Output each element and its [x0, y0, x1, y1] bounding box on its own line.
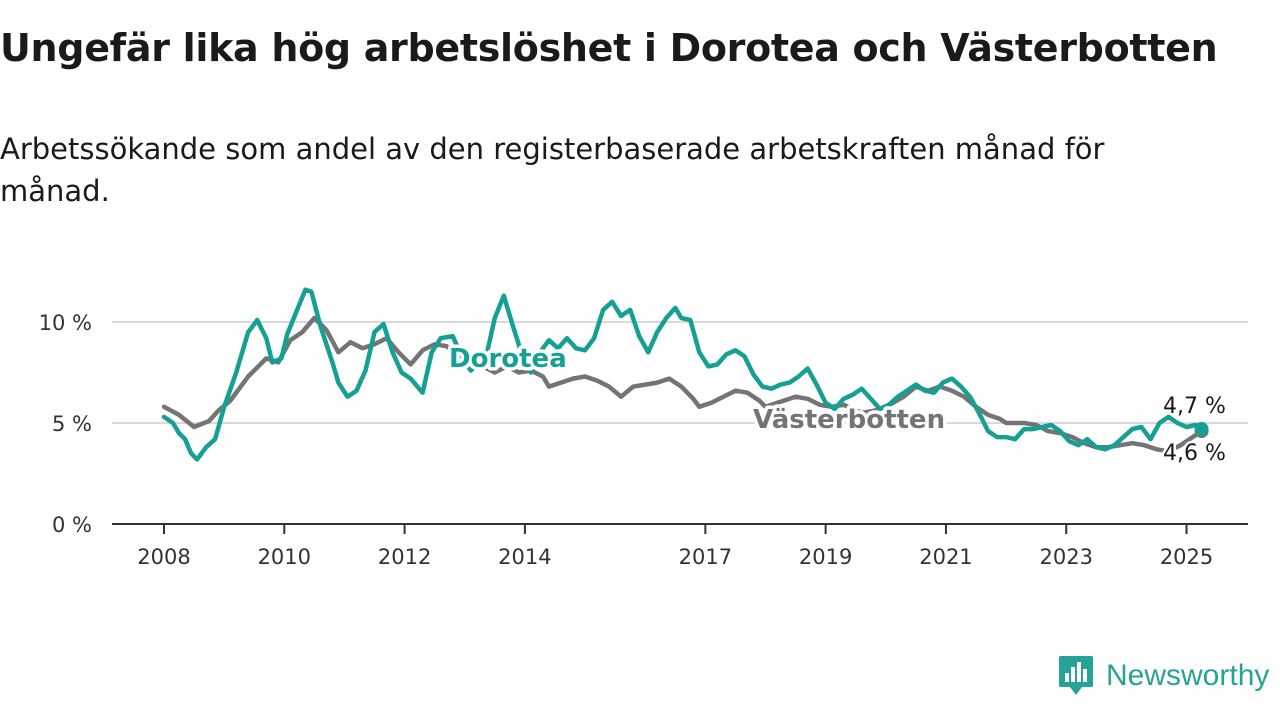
grid-lines [112, 321, 1248, 424]
newsworthy-brand: Newsworthy [1058, 655, 1269, 697]
end-value-dorotea: 4,7 % [1163, 394, 1226, 419]
y-tick-label: 5 % [52, 412, 92, 436]
end-value-vasterbotten: 4,6 % [1163, 441, 1226, 466]
end-point-dorotea [1194, 422, 1209, 437]
x-tick-label: 2021 [919, 545, 972, 569]
x-tick-label: 2014 [498, 545, 551, 569]
series-lines [161, 287, 1209, 462]
x-tick-label: 2008 [137, 545, 190, 569]
chart-title: Ungefär lika hög arbetslöshet i Dorotea … [0, 26, 1218, 70]
series-label-vasterbotten: Västerbotten [753, 405, 945, 435]
x-tick-label: 2012 [378, 545, 431, 569]
series-line-vsterbotten [161, 315, 1204, 454]
brand-name: Newsworthy [1106, 659, 1270, 692]
series-labels: Västerbotten Dorotea 4,7 % 4,6 % [446, 341, 1229, 469]
x-tick-label: 2017 [679, 545, 732, 569]
axes: 0 % 5 % 10 % 2008 2010 2012 2014 2017 2019 2021 20… [39, 311, 1248, 569]
y-tick-label: 10 % [39, 311, 92, 335]
chart-subtitle: Arbetssökande som andel av den registerb… [0, 132, 1105, 208]
x-tick-label: 2010 [258, 545, 311, 569]
newsworthy-logo-icon [1059, 656, 1093, 695]
y-tick-label: 0 % [52, 513, 92, 537]
x-tick-label: 2025 [1160, 545, 1213, 569]
series-label-dorotea: Dorotea [449, 344, 567, 374]
x-tick-label: 2019 [799, 545, 852, 569]
series-line-dorotea [161, 287, 1204, 462]
x-tick-label: 2023 [1040, 545, 1093, 569]
